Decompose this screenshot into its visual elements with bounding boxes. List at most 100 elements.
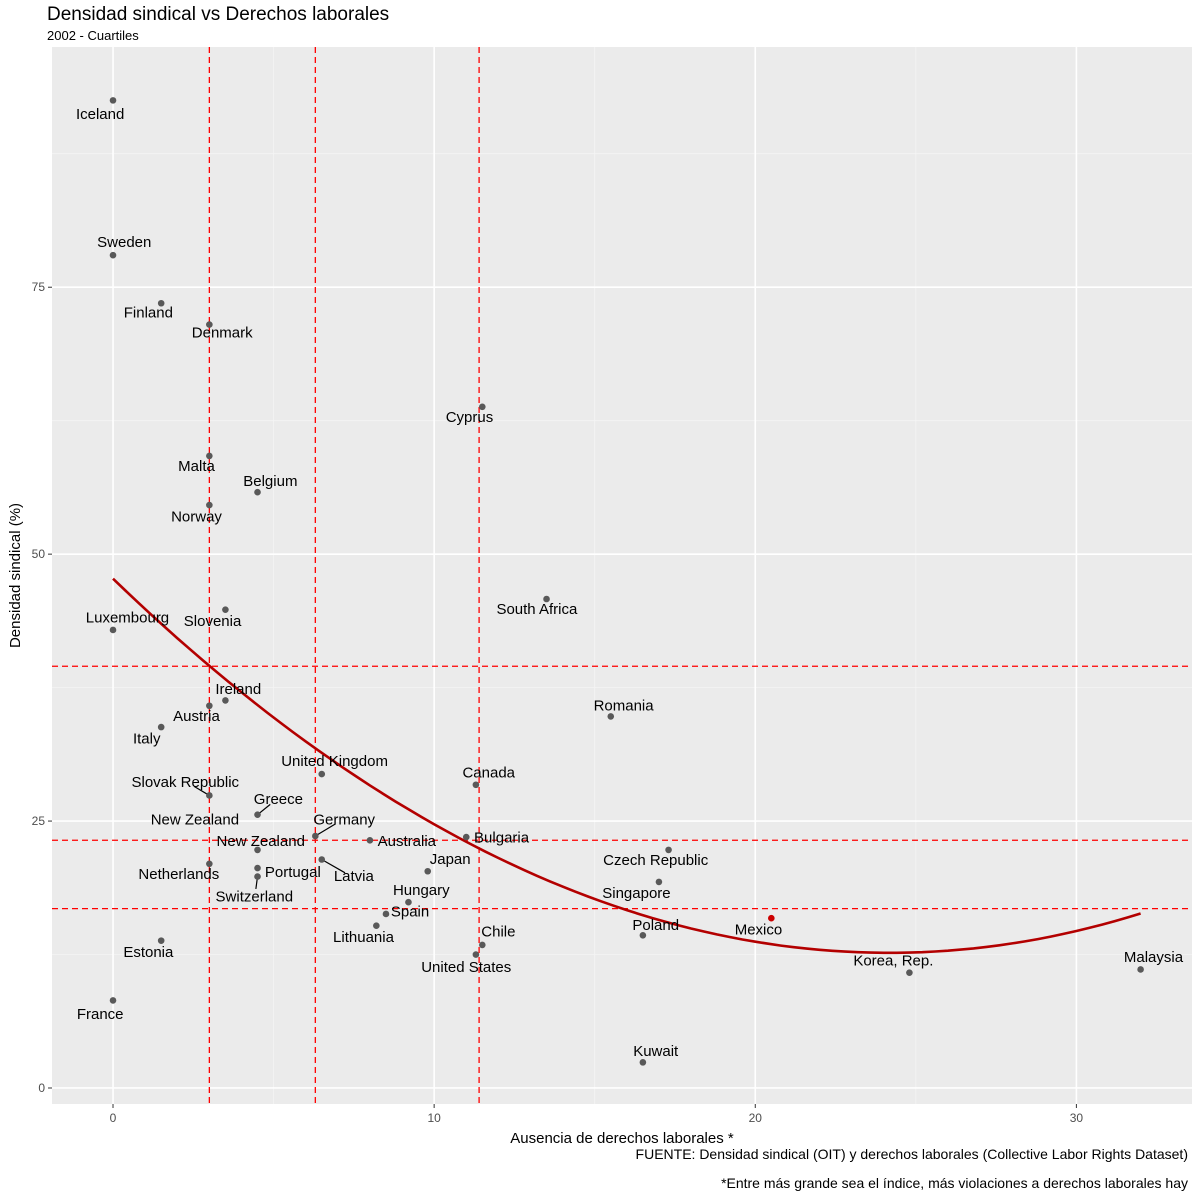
x-tick-label: 0 (110, 1111, 117, 1125)
trend-layer (112, 577, 1141, 955)
minor-gridlines (52, 47, 1192, 1104)
point-label: Germany (313, 811, 375, 828)
point-label: France (77, 1006, 124, 1023)
data-point (222, 697, 229, 704)
data-point (665, 846, 672, 854)
plot-panel (52, 47, 1192, 1104)
data-point (109, 97, 117, 104)
point-label: Mexico (735, 921, 783, 938)
data-point (206, 452, 213, 460)
caption-source: FUENTE: Densidad sindical (OIT) y derech… (635, 1146, 1188, 1162)
point-label: Slovenia (184, 613, 242, 630)
point-label: South Africa (496, 601, 578, 618)
point-label: Estonia (123, 944, 174, 961)
point-label: New Zealand (217, 833, 305, 850)
point-label: Bulgaria (474, 830, 530, 847)
y-axis-title: Densidad sindical (%) (7, 503, 24, 648)
point-label: Czech Republic (603, 852, 709, 869)
point-label: Poland (632, 917, 679, 934)
point-label: United States (421, 959, 511, 976)
point-label: Chile (481, 924, 515, 941)
point-label: Netherlands (138, 866, 219, 883)
y-tick-label: 50 (32, 547, 46, 561)
chart-title: Densidad sindical vs Derechos laborales (47, 4, 390, 25)
point-label: Spain (391, 903, 429, 920)
point-label: Cyprus (446, 409, 494, 426)
point-label: Hungary (393, 882, 450, 899)
caption-note: *Entre más grande sea el índice, más vio… (721, 1175, 1188, 1191)
point-label: Ireland (215, 681, 261, 698)
trend-line (112, 577, 1141, 955)
data-point (222, 606, 229, 613)
data-point (479, 941, 486, 949)
point-label: Italy (133, 730, 161, 747)
point-label: Norway (171, 508, 222, 525)
data-point (109, 626, 117, 634)
leader-line (321, 858, 346, 874)
data-point (655, 878, 663, 886)
axes: 0 10 20 30 0 25 50 75 (32, 280, 1084, 1125)
data-point (206, 321, 213, 328)
leader-line (315, 823, 336, 837)
point-label: Austria (173, 708, 220, 725)
point-label: Latvia (334, 868, 375, 885)
data-point (405, 898, 412, 906)
data-point (157, 723, 165, 731)
point-label: Romania (594, 697, 655, 714)
data-points (109, 97, 1144, 1066)
point-label: Canada (462, 765, 515, 782)
point-label: Malta (178, 458, 215, 475)
point-label: Greece (254, 791, 303, 808)
quartile-lines (52, 47, 1192, 1104)
y-tick-label: 75 (32, 280, 46, 294)
data-point (254, 846, 261, 854)
y-tick-label: 25 (32, 814, 46, 828)
data-point (424, 867, 432, 875)
data-point (109, 251, 117, 259)
point-label: Iceland (76, 106, 124, 123)
chart-subtitle: 2002 - Cuartiles (47, 28, 139, 43)
data-point (318, 856, 326, 863)
point-label: Malaysia (1124, 949, 1184, 966)
data-point (639, 932, 647, 939)
point-label: Slovak Republic (131, 774, 239, 791)
data-point (639, 1059, 647, 1066)
point-label: Sweden (97, 234, 151, 251)
data-point (373, 922, 380, 929)
x-tick-label: 20 (749, 1111, 763, 1125)
data-point (472, 781, 480, 789)
data-point (206, 501, 213, 509)
data-point (768, 914, 775, 922)
data-point (109, 997, 117, 1004)
y-tick-label: 0 (38, 1081, 45, 1095)
data-point (462, 833, 470, 841)
point-labels: Iceland Sweden Finland Denmark Cyprus Malta Be… (76, 106, 1184, 1060)
point-label: Luxembourg (86, 610, 169, 627)
x-tick-label: 10 (427, 1111, 441, 1125)
data-point (254, 488, 261, 496)
point-label: Lithuania (333, 929, 395, 946)
point-label: Kuwait (633, 1043, 679, 1060)
data-point (479, 403, 486, 411)
data-point (254, 811, 261, 818)
data-point (366, 836, 374, 844)
point-label: United Kingdom (281, 753, 388, 770)
data-point (254, 864, 261, 872)
data-point (157, 299, 165, 307)
data-point (318, 770, 326, 778)
data-point (157, 937, 165, 944)
data-point (206, 792, 213, 799)
data-point (206, 702, 213, 710)
point-label: Belgium (243, 473, 297, 490)
data-point (312, 832, 319, 840)
data-point (206, 860, 213, 868)
data-point (543, 595, 550, 603)
point-label: Australia (378, 833, 437, 850)
data-point (382, 910, 390, 918)
x-tick-label: 30 (1070, 1111, 1084, 1125)
point-label: Denmark (192, 325, 253, 342)
data-point (472, 951, 480, 958)
point-label: Finland (124, 304, 173, 321)
point-label: Singapore (602, 885, 670, 902)
